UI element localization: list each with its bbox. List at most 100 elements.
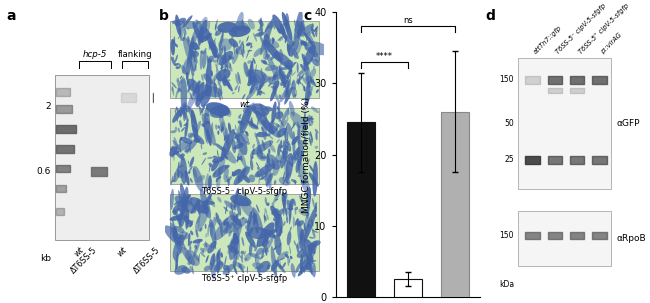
Ellipse shape — [190, 220, 193, 227]
Ellipse shape — [192, 265, 193, 272]
Ellipse shape — [276, 67, 278, 71]
Ellipse shape — [307, 254, 313, 275]
Ellipse shape — [190, 200, 200, 214]
Ellipse shape — [282, 192, 287, 202]
Ellipse shape — [309, 259, 311, 265]
Ellipse shape — [273, 189, 281, 204]
Ellipse shape — [311, 28, 315, 38]
Ellipse shape — [276, 52, 293, 69]
Ellipse shape — [260, 18, 263, 36]
Ellipse shape — [174, 172, 176, 183]
Ellipse shape — [177, 88, 182, 92]
Ellipse shape — [306, 187, 311, 208]
Ellipse shape — [295, 150, 298, 155]
Ellipse shape — [294, 207, 298, 210]
Ellipse shape — [191, 84, 194, 93]
Ellipse shape — [266, 133, 270, 136]
Ellipse shape — [301, 40, 307, 47]
Ellipse shape — [226, 152, 229, 155]
Ellipse shape — [180, 107, 188, 121]
Ellipse shape — [291, 52, 293, 57]
Ellipse shape — [257, 119, 259, 128]
Ellipse shape — [225, 62, 228, 68]
Ellipse shape — [264, 212, 265, 223]
Ellipse shape — [246, 42, 251, 46]
Ellipse shape — [308, 91, 312, 96]
Ellipse shape — [203, 33, 207, 41]
Ellipse shape — [187, 195, 191, 206]
Ellipse shape — [270, 118, 275, 124]
Ellipse shape — [175, 195, 196, 214]
Ellipse shape — [204, 245, 206, 252]
Ellipse shape — [194, 255, 200, 261]
Ellipse shape — [237, 26, 238, 31]
Ellipse shape — [217, 22, 237, 33]
Ellipse shape — [205, 173, 209, 192]
Ellipse shape — [222, 150, 225, 153]
Ellipse shape — [256, 162, 259, 167]
Text: 150: 150 — [499, 75, 514, 85]
Ellipse shape — [258, 84, 261, 95]
Bar — [347, 122, 375, 297]
Ellipse shape — [203, 108, 210, 142]
Text: ΔT6SS-5: ΔT6SS-5 — [131, 246, 162, 276]
Ellipse shape — [235, 213, 239, 221]
Ellipse shape — [268, 125, 272, 129]
Ellipse shape — [211, 243, 213, 249]
Ellipse shape — [253, 212, 259, 234]
Ellipse shape — [290, 75, 291, 81]
Ellipse shape — [224, 132, 226, 142]
Ellipse shape — [270, 86, 274, 88]
Ellipse shape — [170, 215, 182, 221]
Ellipse shape — [198, 26, 203, 46]
Ellipse shape — [247, 60, 252, 64]
Ellipse shape — [209, 122, 213, 144]
Ellipse shape — [177, 116, 178, 122]
Ellipse shape — [302, 41, 307, 45]
Ellipse shape — [220, 252, 223, 258]
Ellipse shape — [300, 64, 306, 71]
Ellipse shape — [277, 128, 287, 137]
Ellipse shape — [203, 243, 210, 247]
Ellipse shape — [252, 78, 254, 87]
Ellipse shape — [285, 172, 291, 178]
Ellipse shape — [257, 29, 260, 31]
Ellipse shape — [294, 240, 296, 246]
Ellipse shape — [230, 200, 240, 208]
Ellipse shape — [202, 193, 212, 209]
Ellipse shape — [268, 76, 271, 80]
Ellipse shape — [256, 152, 266, 161]
Ellipse shape — [213, 40, 216, 46]
Ellipse shape — [200, 50, 204, 54]
Ellipse shape — [263, 144, 266, 146]
Ellipse shape — [280, 145, 284, 148]
Ellipse shape — [265, 25, 268, 33]
Ellipse shape — [239, 41, 244, 50]
Ellipse shape — [307, 132, 312, 138]
Ellipse shape — [173, 211, 176, 215]
Ellipse shape — [256, 132, 268, 137]
Ellipse shape — [233, 248, 237, 268]
Ellipse shape — [312, 230, 318, 233]
Ellipse shape — [173, 232, 176, 237]
Ellipse shape — [215, 143, 226, 152]
Ellipse shape — [297, 220, 304, 226]
Ellipse shape — [240, 141, 243, 147]
Ellipse shape — [309, 237, 315, 239]
Ellipse shape — [172, 87, 174, 92]
Ellipse shape — [292, 131, 295, 155]
Ellipse shape — [261, 120, 281, 138]
Ellipse shape — [181, 127, 185, 132]
Text: kb: kb — [40, 254, 51, 263]
Ellipse shape — [175, 55, 178, 62]
Ellipse shape — [187, 261, 192, 265]
Ellipse shape — [176, 66, 179, 69]
Ellipse shape — [217, 131, 219, 135]
Ellipse shape — [310, 131, 313, 141]
Ellipse shape — [191, 77, 194, 88]
Ellipse shape — [254, 220, 257, 224]
Ellipse shape — [209, 42, 218, 54]
Ellipse shape — [222, 147, 237, 164]
Ellipse shape — [287, 153, 290, 158]
Ellipse shape — [260, 169, 267, 181]
